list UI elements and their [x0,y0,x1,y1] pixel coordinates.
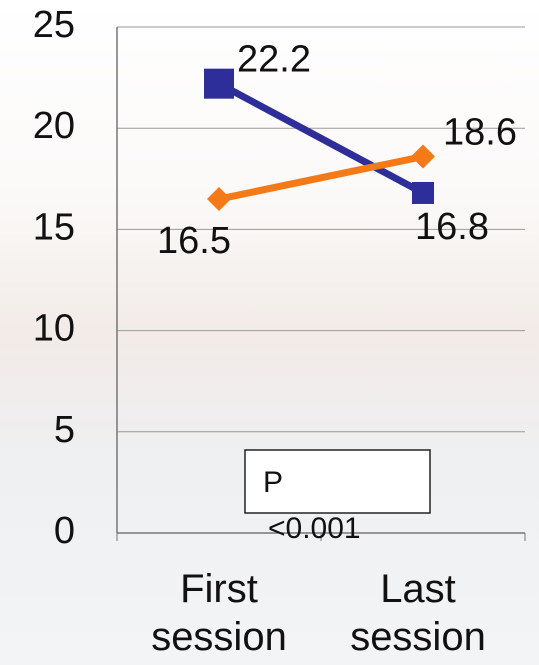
annotation: <0.001 [268,512,361,545]
marker [411,145,435,169]
data-label: 18.6 [443,112,517,154]
marker [412,182,434,204]
x-tick-label: First session [124,565,314,661]
y-tick-label: 5 [54,409,75,451]
y-tick-label: 15 [33,206,75,248]
y-tick-label: 20 [33,105,75,147]
x-tick-label: Last session [323,565,513,661]
y-tick-label: 25 [33,4,75,46]
annotation: P [263,466,283,499]
marker [207,187,231,211]
data-label: 16.5 [157,220,231,262]
page: 0 5 10 15 20 25 22.2 16.8 16.5 18.6 P <0.001 First … [0,0,539,665]
data-label: 22.2 [237,39,311,81]
marker [204,69,234,99]
data-label: 16.8 [415,206,489,248]
y-tick-label: 10 [33,308,75,350]
y-tick-label: 0 [54,510,75,552]
